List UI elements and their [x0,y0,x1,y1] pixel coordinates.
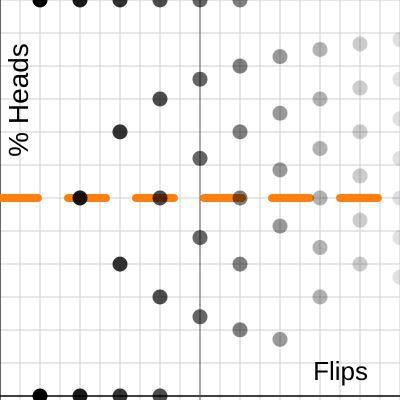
data-point [312,289,328,305]
data-point [32,388,48,400]
data-point [352,212,368,228]
data-point [312,91,328,107]
data-point [192,0,208,8]
data-point [32,0,48,8]
data-point [232,124,248,140]
data-point [232,0,248,8]
data-point [312,190,328,206]
data-point [72,388,88,400]
data-point [392,230,400,246]
data-point [152,388,168,400]
data-point [112,0,128,8]
data-point [392,150,400,166]
data-point [152,289,168,305]
data-point [392,269,400,285]
data-point [312,42,328,57]
data-point [352,124,368,140]
data-point [72,190,88,206]
data-point [312,240,328,255]
data-point [152,0,168,8]
data-point [392,111,400,127]
data-point [232,322,248,338]
data-point [392,190,400,206]
data-point [272,162,288,178]
data-point [352,80,368,96]
data-point [192,71,208,87]
data-point [192,309,208,325]
data-point [152,190,168,206]
data-point [272,105,288,121]
data-point [272,49,288,65]
data-point [112,256,128,272]
data-point [152,91,168,107]
data-point [312,141,328,156]
data-point [232,58,248,74]
y-axis-label: % Heads [3,43,34,157]
data-point [352,256,368,272]
data-point [272,218,288,234]
data-point [352,168,368,184]
data-point [352,36,368,52]
data-point [392,71,400,87]
data-point [232,190,248,206]
data-point [392,32,400,48]
data-point [72,0,88,8]
data-point [192,150,208,166]
data-point [112,388,128,400]
data-point [112,124,128,140]
data-point [232,256,248,272]
data-point [192,230,208,246]
data-point [272,331,288,347]
x-axis-label: Flips [313,356,368,386]
data-points [32,0,400,400]
